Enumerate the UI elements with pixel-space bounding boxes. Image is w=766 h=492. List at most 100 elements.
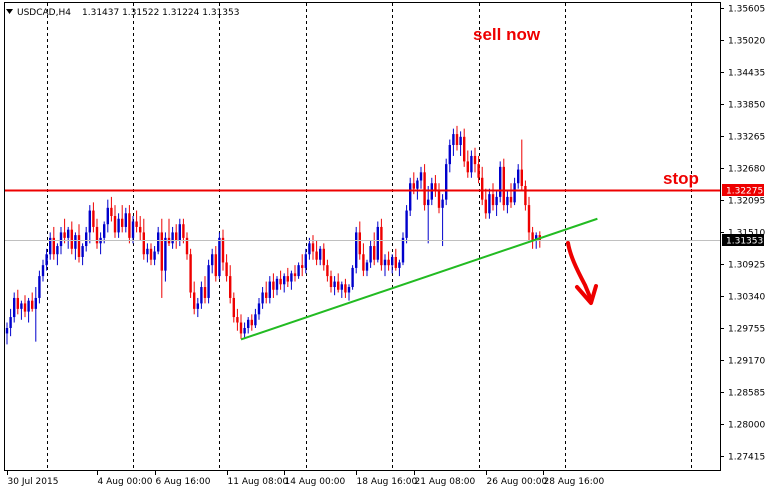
time-tick-label: 4 Aug 00:00 xyxy=(98,477,153,487)
candle xyxy=(427,185,430,244)
candle xyxy=(401,232,405,266)
candle xyxy=(106,199,109,233)
candle xyxy=(103,221,106,244)
candle-body xyxy=(178,224,181,241)
symbol-dropdown-icon[interactable] xyxy=(6,9,13,14)
candle-body xyxy=(387,259,390,266)
candle xyxy=(49,232,52,260)
time-axis[interactable]: 30 Jul 2015 4 Aug 00:00 6 Aug 16:00 11 Aug … xyxy=(7,470,605,487)
candle-body xyxy=(308,243,311,255)
candle-body xyxy=(369,246,372,263)
candle-body xyxy=(218,237,221,277)
candle xyxy=(243,322,246,339)
candle-body xyxy=(470,155,473,173)
price-axis[interactable]: 1.35605 1.35020 1.34435 1.33850 1.33265 1.326… xyxy=(720,5,765,463)
candle xyxy=(481,166,484,206)
candle xyxy=(178,218,181,247)
candle-body xyxy=(41,265,45,277)
candle-body xyxy=(23,303,27,312)
candle xyxy=(340,281,343,298)
candle xyxy=(409,177,412,217)
candle-body xyxy=(477,164,480,178)
candle-body xyxy=(5,327,9,334)
candle-body xyxy=(463,136,466,162)
candle xyxy=(502,158,505,211)
candle xyxy=(67,226,70,249)
candle xyxy=(81,243,84,266)
candle xyxy=(376,221,379,263)
price-tick-label: 1.29755 xyxy=(728,325,765,335)
candle xyxy=(16,289,19,315)
candle-body xyxy=(466,161,469,173)
candle-body xyxy=(455,134,459,146)
time-tick-label: 21 Aug 08:00 xyxy=(415,477,476,487)
candle xyxy=(499,161,502,203)
candle xyxy=(13,292,16,323)
current-price-tag: 1.31353 xyxy=(722,234,764,247)
candle xyxy=(85,226,88,252)
current-price-label: 1.31353 xyxy=(726,237,763,247)
candle xyxy=(160,218,163,298)
candle-body xyxy=(311,243,315,252)
candle xyxy=(383,254,387,277)
candle-body xyxy=(416,180,419,189)
candle-body xyxy=(301,265,304,268)
price-tick-label: 1.33265 xyxy=(728,133,765,143)
candle xyxy=(211,248,214,274)
candle xyxy=(459,131,462,156)
candle xyxy=(128,205,131,244)
candle-body xyxy=(427,199,430,206)
candle-body xyxy=(106,207,109,225)
candle xyxy=(477,155,480,184)
candle xyxy=(466,150,469,178)
time-tick-label: 28 Aug 16:00 xyxy=(544,477,605,487)
candle xyxy=(9,308,12,337)
price-tick-label: 1.30925 xyxy=(728,261,765,271)
candle xyxy=(419,166,423,189)
candle-body xyxy=(225,262,228,277)
candle-body xyxy=(365,262,369,271)
candle-body xyxy=(304,254,307,268)
candle xyxy=(495,191,498,217)
candle-body xyxy=(362,254,365,271)
candle xyxy=(319,246,322,266)
candle-body xyxy=(31,300,34,309)
candle xyxy=(355,226,358,274)
candle-body xyxy=(232,297,235,318)
candle xyxy=(257,297,261,320)
candle xyxy=(326,259,329,282)
candle-body xyxy=(59,232,63,247)
time-tick-label: 18 Aug 16:00 xyxy=(357,477,418,487)
ohlc-readout: 1.31437 1.31522 1.31224 1.31353 xyxy=(82,8,239,18)
candle-body xyxy=(445,164,448,200)
candle-body xyxy=(322,248,325,266)
candle xyxy=(200,281,203,309)
candle-body xyxy=(117,218,120,233)
candle-body xyxy=(405,210,408,238)
candle-body xyxy=(373,246,376,260)
candle xyxy=(95,218,99,249)
candle-body xyxy=(419,172,423,181)
symbol-label: USDCAD,H4 xyxy=(17,8,71,18)
candle-body xyxy=(34,297,37,309)
plot-frame xyxy=(4,2,721,471)
price-tick-label: 1.28585 xyxy=(728,389,765,399)
candle-body xyxy=(211,254,214,266)
candle-body xyxy=(351,267,354,288)
candle xyxy=(347,284,351,301)
candle xyxy=(41,259,45,282)
candle xyxy=(423,164,426,211)
candle-body xyxy=(358,232,361,255)
candle xyxy=(333,276,336,296)
candle-body xyxy=(121,218,124,227)
candle xyxy=(484,188,487,219)
time-tick-label: 11 Aug 08:00 xyxy=(228,477,289,487)
candle-body xyxy=(182,224,185,238)
price-tick-label: 1.34435 xyxy=(728,69,765,79)
candle xyxy=(293,265,297,282)
candle xyxy=(509,183,513,208)
candle-body xyxy=(243,327,246,334)
candle xyxy=(23,295,27,318)
